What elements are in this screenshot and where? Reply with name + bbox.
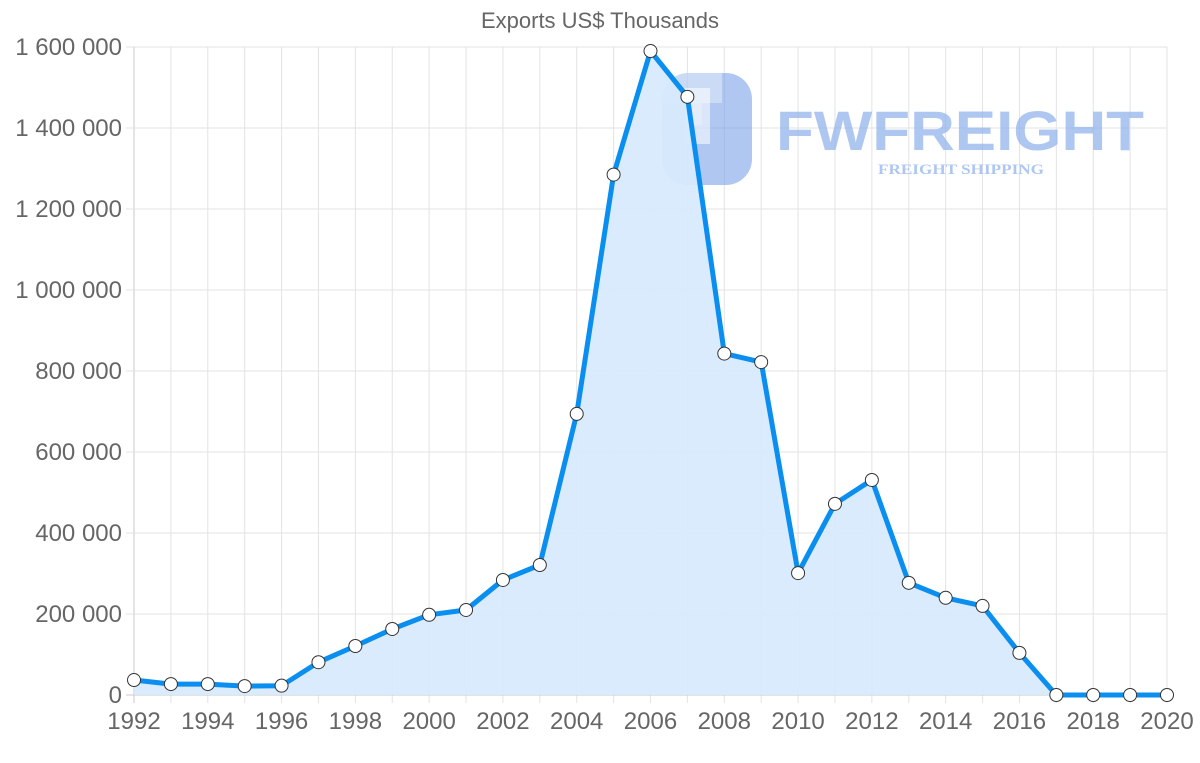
data-points (127, 44, 1174, 702)
y-tick-label: 400 000 (35, 520, 122, 547)
data-point-marker[interactable] (864, 472, 879, 487)
data-point-marker[interactable] (717, 346, 732, 361)
x-tick-label: 1996 (255, 708, 308, 735)
x-tick-label: 2004 (550, 708, 603, 735)
data-point-marker[interactable] (237, 679, 252, 694)
x-tick-label: 2002 (476, 708, 529, 735)
data-point-marker[interactable] (1049, 688, 1064, 702)
data-point-marker[interactable] (680, 89, 695, 104)
x-tick-label: 2016 (993, 708, 1046, 735)
x-tick-label: 2006 (624, 708, 677, 735)
chart-title: Exports US$ Thousands (480, 8, 720, 33)
x-tick-label: 2020 (1140, 708, 1193, 735)
y-tick-label: 800 000 (35, 358, 122, 385)
x-tick-label: 1992 (107, 708, 160, 735)
data-point-marker[interactable] (495, 572, 510, 587)
watermark-brand: FWFREIGHT (776, 99, 1144, 162)
y-tick-label: 1 200 000 (15, 196, 122, 223)
x-tick-label: 2000 (402, 708, 455, 735)
y-tick-label: 200 000 (35, 601, 122, 628)
x-tick-label: 2008 (698, 708, 751, 735)
data-point-marker[interactable] (1012, 645, 1027, 660)
data-point-marker[interactable] (532, 557, 547, 572)
y-tick-label: 600 000 (35, 439, 122, 466)
x-tick-label: 1998 (329, 708, 382, 735)
x-axis-ticks: 1992 1994 1996 1998 2000 2002 2004 2006 2008 2010… (107, 708, 1193, 735)
watermark-tagline: FREIGHT SHIPPING (878, 162, 1044, 178)
data-point-marker[interactable] (606, 167, 621, 182)
data-point-marker[interactable] (459, 602, 474, 617)
data-point-marker[interactable] (1160, 688, 1174, 702)
data-point-marker[interactable] (975, 598, 990, 613)
y-tick-label: 1 600 000 (15, 34, 122, 61)
data-point-marker[interactable] (791, 566, 806, 581)
y-axis-ticks: 0 200 000 400 000 600 000 800 000 1 000 000 1 … (15, 34, 122, 709)
x-tick-label: 2018 (1067, 708, 1120, 735)
data-point-marker[interactable] (163, 677, 178, 692)
data-point-marker[interactable] (643, 44, 658, 59)
x-tick-label: 1994 (181, 708, 234, 735)
data-point-marker[interactable] (274, 678, 289, 693)
data-point-marker[interactable] (348, 638, 363, 653)
data-point-marker[interactable] (200, 677, 215, 692)
data-point-marker[interactable] (754, 355, 769, 370)
data-point-marker[interactable] (1123, 688, 1138, 702)
x-tick-label: 2014 (919, 708, 972, 735)
data-point-marker[interactable] (422, 607, 437, 622)
data-point-marker[interactable] (311, 655, 326, 670)
data-point-marker[interactable] (569, 406, 584, 421)
x-tick-label: 2010 (771, 708, 824, 735)
watermark-logo: FWFREIGHT FREIGHT SHIPPING (662, 73, 1144, 185)
data-point-marker[interactable] (827, 496, 842, 511)
x-tick-label: 2012 (845, 708, 898, 735)
data-point-marker[interactable] (127, 673, 141, 688)
area-fill (134, 51, 1167, 695)
y-tick-label: 1 400 000 (15, 115, 122, 142)
data-point-marker[interactable] (901, 575, 916, 590)
y-tick-label: 1 000 000 (15, 277, 122, 304)
data-point-marker[interactable] (385, 621, 400, 636)
data-point-marker[interactable] (1086, 688, 1101, 702)
y-tick-label: 0 (109, 682, 122, 709)
data-point-marker[interactable] (938, 590, 953, 605)
